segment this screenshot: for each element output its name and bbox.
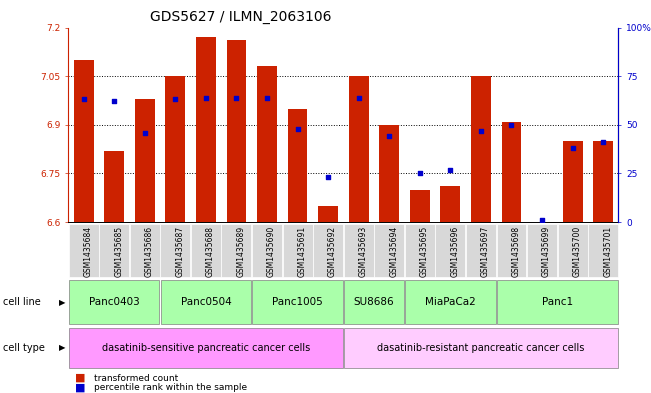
Text: Panc0403: Panc0403 — [89, 297, 139, 307]
Text: GSM1435701: GSM1435701 — [603, 226, 612, 277]
Bar — [593, 141, 613, 222]
Point — [170, 96, 180, 103]
Bar — [257, 66, 277, 222]
Text: GSM1435692: GSM1435692 — [328, 226, 337, 277]
Point — [537, 217, 547, 223]
Point — [445, 166, 456, 173]
Text: cell type: cell type — [3, 343, 45, 353]
Point — [262, 94, 272, 101]
Point — [231, 94, 242, 101]
Text: Panc1: Panc1 — [542, 297, 573, 307]
Point — [476, 127, 486, 134]
Text: SU8686: SU8686 — [353, 297, 395, 307]
Point — [415, 170, 425, 176]
Text: transformed count: transformed count — [94, 374, 178, 382]
Text: ■: ■ — [75, 383, 85, 393]
Bar — [441, 186, 460, 222]
Point — [109, 98, 119, 105]
Point — [78, 96, 89, 103]
Bar — [288, 108, 307, 222]
Text: GSM1435687: GSM1435687 — [175, 226, 184, 277]
Text: cell line: cell line — [3, 297, 41, 307]
Text: GSM1435689: GSM1435689 — [236, 226, 245, 277]
Text: ■: ■ — [75, 373, 85, 383]
Point — [568, 145, 578, 151]
Text: GSM1435698: GSM1435698 — [512, 226, 521, 277]
Text: GSM1435693: GSM1435693 — [359, 226, 368, 277]
Text: ▶: ▶ — [59, 343, 65, 353]
Text: GSM1435697: GSM1435697 — [481, 226, 490, 277]
Text: GSM1435688: GSM1435688 — [206, 226, 215, 277]
Bar — [562, 141, 583, 222]
Bar — [165, 76, 186, 222]
Bar — [227, 40, 246, 222]
Bar — [196, 37, 216, 222]
Bar — [501, 121, 521, 222]
Text: GSM1435686: GSM1435686 — [145, 226, 154, 277]
Text: GDS5627 / ILMN_2063106: GDS5627 / ILMN_2063106 — [150, 10, 331, 24]
Text: percentile rank within the sample: percentile rank within the sample — [94, 384, 247, 392]
Point — [139, 129, 150, 136]
Text: dasatinib-sensitive pancreatic cancer cells: dasatinib-sensitive pancreatic cancer ce… — [102, 343, 310, 353]
Bar — [104, 151, 124, 222]
Point — [292, 125, 303, 132]
Text: GSM1435696: GSM1435696 — [450, 226, 460, 277]
Bar — [471, 76, 491, 222]
Text: GSM1435699: GSM1435699 — [542, 226, 551, 277]
Point — [323, 174, 333, 180]
Point — [201, 94, 211, 101]
Bar — [410, 189, 430, 222]
Text: GSM1435695: GSM1435695 — [420, 226, 429, 277]
Bar — [380, 125, 399, 222]
Text: GSM1435691: GSM1435691 — [298, 226, 307, 277]
Bar — [135, 99, 155, 222]
Text: Panc1005: Panc1005 — [272, 297, 323, 307]
Text: ▶: ▶ — [59, 298, 65, 307]
Text: GSM1435690: GSM1435690 — [267, 226, 276, 277]
Bar — [349, 76, 368, 222]
Point — [506, 122, 517, 128]
Text: MiaPaCa2: MiaPaCa2 — [425, 297, 476, 307]
Text: GSM1435684: GSM1435684 — [83, 226, 92, 277]
Point — [384, 133, 395, 140]
Text: dasatinib-resistant pancreatic cancer cells: dasatinib-resistant pancreatic cancer ce… — [377, 343, 585, 353]
Text: GSM1435700: GSM1435700 — [573, 226, 581, 277]
Text: GSM1435685: GSM1435685 — [114, 226, 123, 277]
Bar — [318, 206, 338, 222]
Point — [598, 139, 609, 145]
Bar — [74, 60, 94, 222]
Text: GSM1435694: GSM1435694 — [389, 226, 398, 277]
Point — [353, 94, 364, 101]
Text: Panc0504: Panc0504 — [180, 297, 231, 307]
